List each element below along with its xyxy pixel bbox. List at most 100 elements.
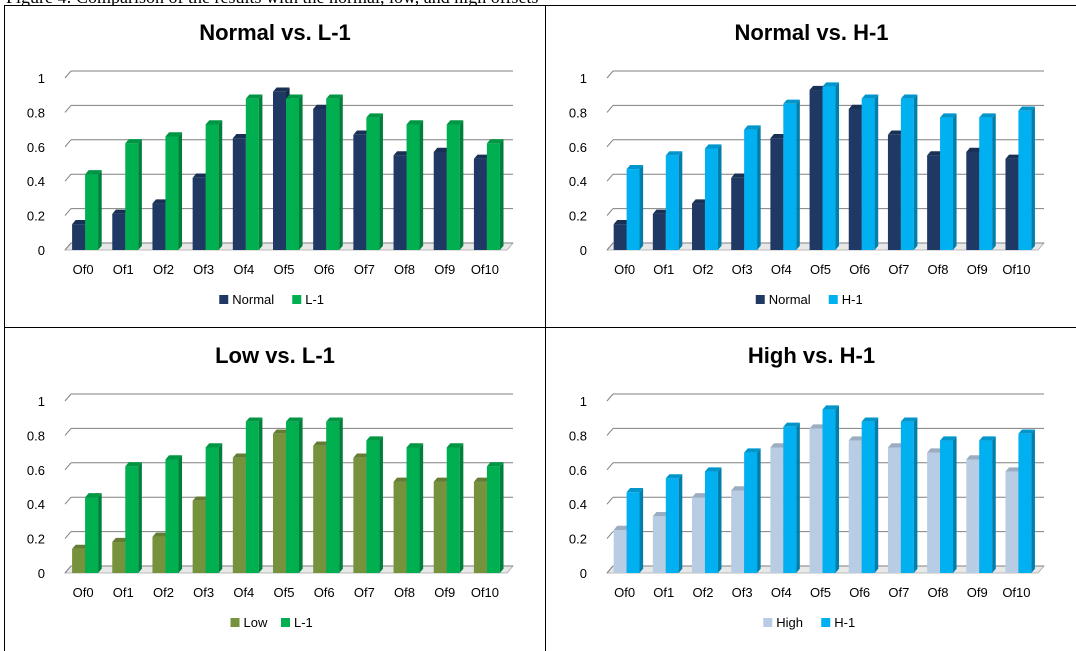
bar-h-1-of8 [940, 436, 957, 573]
bar-side [796, 99, 800, 250]
bar-side [379, 113, 383, 250]
bar-top [1005, 154, 1023, 159]
bar-top [887, 130, 905, 135]
chart-svg: Normal vs. L-1 0 0.2 0.4 0.6 0.8 1 Of0 Of1 Of2 Of3… [27, 20, 514, 307]
bar-h-1-of2 [704, 467, 722, 573]
gridline-depth [64, 139, 72, 148]
x-tick-label: Of6 [314, 585, 335, 600]
bar-top [433, 477, 451, 482]
bar-side [258, 94, 263, 250]
y-tick-label: 0.2 [569, 532, 587, 547]
bar-front [927, 155, 941, 250]
x-tick-label: Of7 [888, 585, 909, 600]
bar-top [273, 87, 290, 92]
x-tick-label: Of5 [274, 585, 295, 600]
x-tick-label: Of9 [967, 262, 988, 277]
x-tick-label: Of2 [153, 262, 174, 277]
bar-side [992, 113, 996, 250]
bar-side [1031, 429, 1035, 573]
gridline-depth [64, 496, 72, 505]
bar-front [245, 421, 259, 573]
bar-front [486, 466, 500, 573]
bar-l-1-of1 [125, 139, 142, 250]
bar-side [835, 82, 840, 251]
y-tick-label: 0.4 [27, 497, 45, 512]
bar-side [98, 170, 102, 250]
bar-front [887, 447, 901, 573]
bar-side [339, 417, 343, 573]
legend-swatch [763, 618, 773, 627]
bar-h-1-of7 [900, 417, 918, 573]
bar-front [152, 536, 166, 573]
legend-label: L-1 [305, 292, 324, 307]
bar-front [353, 134, 367, 250]
gridline-depth [64, 531, 72, 539]
x-tick-label: Of3 [193, 262, 214, 277]
bar-top [704, 144, 722, 149]
bar-front [731, 490, 745, 573]
legend-label: High [776, 615, 803, 630]
bar-top [1018, 429, 1035, 434]
bar-front [205, 124, 219, 250]
bar-top [205, 443, 223, 448]
bar-top [652, 209, 670, 214]
y-tick-label: 0.2 [27, 209, 45, 224]
bar-top [446, 120, 464, 125]
bar-front [652, 213, 666, 250]
bar-top [940, 436, 957, 441]
x-tick-label: Of0 [614, 585, 635, 600]
gridline-depth [64, 208, 72, 216]
gridline-depth [606, 208, 614, 216]
bar-front [72, 224, 86, 250]
bar-h-1-of6 [861, 417, 879, 573]
bar-top [406, 443, 424, 448]
bar-front [940, 440, 953, 573]
frame-middle-vertical [545, 5, 546, 651]
bar-side [796, 422, 800, 573]
bar-top [783, 99, 800, 104]
bar-top [353, 453, 370, 458]
bar-top [665, 474, 683, 479]
bar-top [731, 486, 748, 491]
y-tick-label: 0 [38, 243, 45, 258]
bar-side [757, 125, 761, 250]
y-tick-label: 0.8 [569, 105, 587, 120]
bar-front [652, 516, 666, 573]
x-tick-label: Of8 [928, 585, 949, 600]
bar-h-1-of3 [744, 125, 761, 250]
bar-l-1-of3 [205, 443, 223, 573]
bar-h-1-of5 [822, 82, 840, 251]
bar-l-1-of4 [245, 94, 263, 250]
chart-title: Low vs. L-1 [215, 343, 335, 368]
bar-front [486, 143, 500, 250]
gridline-depth [606, 173, 614, 182]
bar-top [927, 448, 944, 453]
bar-top [353, 130, 370, 135]
bar-top [692, 199, 709, 204]
bar-h-1-of2 [704, 144, 722, 250]
legend-swatch [828, 295, 838, 304]
bar-front [704, 148, 718, 250]
gridline-depth [64, 428, 72, 436]
x-tick-label: Of4 [233, 262, 254, 277]
x-tick-label: Of5 [274, 262, 295, 277]
bar-top [152, 532, 170, 537]
bar-side [952, 113, 957, 250]
bar-front [783, 103, 797, 250]
y-tick-label: 1 [580, 71, 587, 86]
bar-l-1-of10 [486, 462, 504, 573]
bar-top [366, 113, 383, 118]
bar-top [1005, 467, 1023, 472]
bar-top [326, 94, 343, 99]
bar-front [966, 459, 980, 573]
gridline-depth [606, 105, 614, 113]
x-tick-label: Of10 [1002, 262, 1030, 277]
bar-front [366, 440, 380, 573]
x-tick-label: Of9 [967, 585, 988, 600]
bar-side [459, 443, 464, 573]
bar-front [809, 428, 823, 573]
bar-side [138, 139, 142, 250]
bar-side [218, 120, 223, 251]
caption-fragment: Figure 4: Comparison of the results with… [0, 0, 1076, 8]
bar-front [848, 440, 862, 573]
